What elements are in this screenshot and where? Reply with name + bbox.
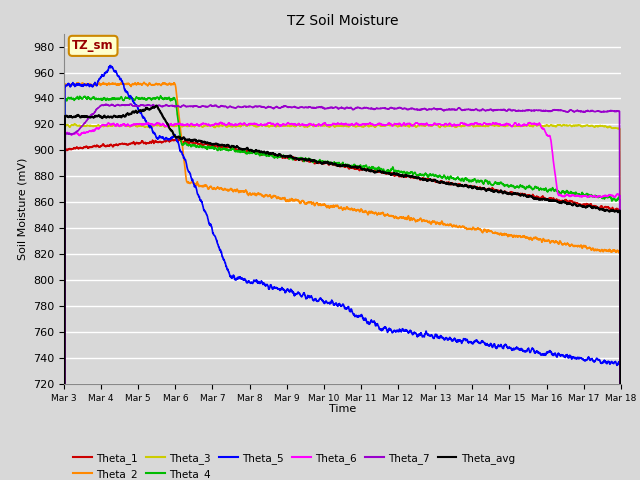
Text: TZ_sm: TZ_sm	[72, 39, 114, 52]
X-axis label: Time: Time	[329, 404, 356, 414]
Y-axis label: Soil Moisture (mV): Soil Moisture (mV)	[17, 157, 28, 260]
Legend: Theta_1, Theta_2, Theta_3, Theta_4, Theta_5, Theta_6, Theta_7, Theta_avg: Theta_1, Theta_2, Theta_3, Theta_4, Thet…	[69, 448, 519, 480]
Title: TZ Soil Moisture: TZ Soil Moisture	[287, 14, 398, 28]
